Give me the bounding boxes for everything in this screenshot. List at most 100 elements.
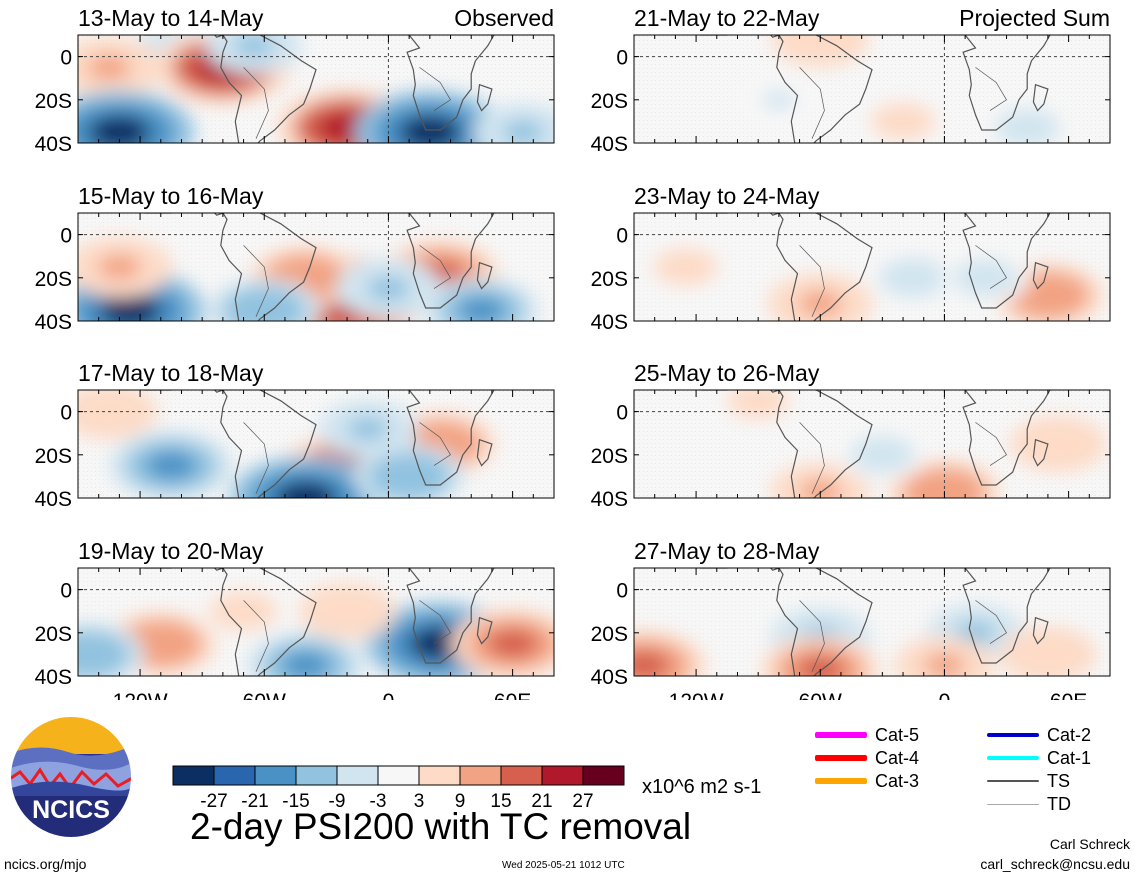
tc-legend-line: [987, 803, 1039, 805]
anomaly-core: [97, 254, 141, 280]
anomaly-core: [88, 115, 151, 143]
panel-period-title: 21-May to 22-May: [634, 5, 820, 31]
anomaly-field: [78, 582, 554, 676]
panel-frame: [633, 212, 1111, 322]
tc-legend: Cat-5 Cat-4 Cat-3 Cat-2 Cat-1 TS TD: [815, 724, 1135, 820]
tc-legend-line: [815, 732, 867, 738]
lat-label: 40S: [591, 666, 628, 689]
colorbar-swatch: [295, 765, 338, 786]
anomaly-core: [740, 390, 776, 412]
panel-frame: [633, 34, 1111, 144]
colorbar-swatch: [459, 765, 502, 786]
lat-label: 0: [616, 402, 628, 425]
tc-legend-label: Cat-5: [875, 725, 920, 745]
map-panel-8: 0 20S 40S 27-May to 28-May 120W 60W 0 60E: [591, 538, 1111, 700]
tc-legend-item: Cat-4: [815, 747, 965, 769]
panel-frame: [633, 389, 1111, 499]
panel-frame: [77, 212, 555, 322]
tc-legend-item: Cat-5: [815, 724, 965, 746]
axis-ticks: [633, 567, 1111, 677]
tc-legend-line: [815, 778, 867, 784]
anomaly-core: [386, 463, 432, 490]
lat-label: 40S: [35, 311, 72, 334]
anomaly-field: [78, 390, 497, 498]
panel-frame: [77, 567, 555, 677]
anomaly-core: [667, 256, 704, 278]
anomaly-core: [99, 293, 161, 321]
figure-title: 2-day PSI200 with TC removal: [190, 806, 692, 847]
colorbar-tick-label: -27: [200, 791, 227, 812]
panel-period-title: 17-May to 18-May: [78, 360, 264, 386]
lat-label: 0: [60, 402, 72, 425]
lat-label: 0: [60, 47, 72, 70]
anomaly-core: [967, 267, 1004, 289]
anomaly-core: [885, 110, 921, 133]
tc-legend-line: [987, 780, 1039, 782]
axis-ticks: [633, 389, 1111, 499]
lat-label: 20S: [591, 268, 628, 291]
tc-legend-item: TS: [987, 770, 1135, 792]
anomaly-core: [327, 599, 367, 623]
tc-legend-line: [987, 733, 1039, 737]
tc-legend-item: Cat-1: [987, 747, 1135, 769]
colorbar-tick-label: 27: [572, 791, 593, 812]
colorbar-tick-label: 15: [490, 791, 511, 812]
anomaly-core: [145, 451, 197, 480]
lat-label: 20S: [591, 623, 628, 646]
colorbar-tick-label: 3: [414, 791, 425, 812]
anomaly-core: [234, 35, 274, 58]
anomaly-core: [366, 276, 410, 302]
anomaly-core: [138, 630, 184, 657]
panel-period-title: 27-May to 28-May: [634, 538, 820, 564]
colorbar-swatch: [582, 765, 625, 786]
lat-label: 20S: [591, 90, 628, 113]
colorbar-tick-label: 9: [455, 791, 466, 812]
projected-header: Projected Sum: [959, 5, 1110, 31]
anomaly-core: [1009, 117, 1046, 139]
author-email: carl_schreck@ncsu.edu: [980, 856, 1130, 872]
coastlines: [700, 390, 1051, 498]
coastlines: [144, 213, 495, 321]
coastlines: [700, 568, 1051, 676]
map-panel-6: 0 20S 40S 23-May to 24-May: [591, 183, 1111, 334]
anomaly-core: [241, 297, 288, 321]
axis-ticks: [77, 212, 555, 322]
lat-label: 0: [616, 580, 628, 603]
anomaly-core: [399, 115, 461, 143]
tc-legend-label: Cat-2: [1047, 725, 1092, 745]
lat-label: 40S: [35, 666, 72, 689]
anomaly-core: [78, 641, 112, 668]
coastlines: [144, 35, 495, 143]
map-panel-2: 0 20S 40S 15-May to 16-May: [35, 183, 555, 334]
coastlines: [144, 568, 495, 676]
colorbar-tick-label: -9: [329, 791, 346, 812]
lat-label: 20S: [35, 445, 72, 468]
lat-label: 20S: [591, 445, 628, 468]
colorbar-swatch: [418, 765, 461, 786]
colorbar-swatch: [254, 765, 297, 786]
anomaly-core: [281, 651, 330, 676]
lat-label: 20S: [35, 268, 72, 291]
colorbar-swatch: [500, 765, 543, 786]
anomaly-core: [87, 54, 131, 80]
map-panel-5: 0 20S 40S 21-May to 22-May Projected Sum: [591, 5, 1111, 156]
map-panel-4: 0 20S 40S 19-May to 20-May 120W 60W 0 60E: [35, 538, 555, 700]
colorbar-swatch: [172, 765, 215, 786]
axis-ticks: [633, 212, 1111, 322]
tc-legend-label: Cat-3: [875, 771, 920, 791]
lon-label: 60W: [243, 690, 286, 700]
axis-ticks: [77, 389, 555, 499]
lon-label: 60W: [799, 690, 842, 700]
anomaly-field: [715, 390, 1107, 498]
panel-frame: [633, 567, 1111, 677]
panel-period-title: 15-May to 16-May: [78, 183, 264, 209]
lat-label: 0: [60, 580, 72, 603]
lon-label: 60E: [1050, 690, 1087, 700]
tc-legend-line: [815, 755, 867, 761]
lat-label: 0: [616, 225, 628, 248]
lat-label: 20S: [35, 90, 72, 113]
anomaly-field: [78, 236, 539, 321]
map-panels: 0 20S 40S 13-May to 14-May Observed 0 20S 40S 15…: [35, 5, 1111, 700]
anomaly-mid: [78, 390, 145, 433]
lat-label: 40S: [591, 311, 628, 334]
